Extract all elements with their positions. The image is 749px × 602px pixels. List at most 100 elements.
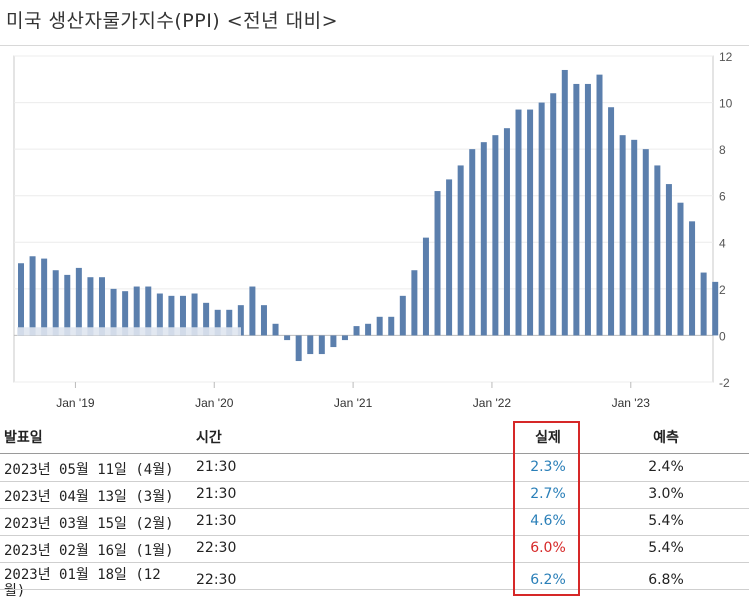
actual-value: 6.0% — [530, 540, 566, 556]
actual-column-highlight — [513, 421, 580, 596]
row-divider — [0, 589, 749, 590]
bar[interactable] — [550, 93, 557, 336]
release-time: 22:30 — [196, 540, 237, 556]
bar[interactable] — [249, 286, 256, 336]
bar[interactable] — [434, 191, 441, 336]
bar[interactable] — [677, 202, 684, 336]
bar[interactable] — [260, 305, 267, 336]
release-date-continued: 월) — [4, 583, 26, 599]
release-time: 21:30 — [196, 513, 237, 529]
bar[interactable] — [41, 258, 48, 336]
bar[interactable] — [341, 335, 348, 341]
bar[interactable] — [272, 323, 279, 336]
actual-value: 2.7% — [530, 486, 566, 502]
bar[interactable] — [457, 165, 464, 336]
bar[interactable] — [98, 277, 105, 336]
bar[interactable] — [596, 74, 603, 336]
release-time: 22:30 — [196, 572, 237, 588]
bar[interactable] — [712, 281, 719, 336]
bar[interactable] — [110, 288, 117, 336]
bar[interactable] — [515, 109, 522, 336]
x-tick-label: Jan '21 — [334, 396, 373, 410]
bar[interactable] — [608, 107, 615, 336]
release-time: 21:30 — [196, 486, 237, 502]
actual-value: 4.6% — [530, 513, 566, 529]
row-divider — [0, 508, 749, 509]
actual-value: 2.3% — [530, 459, 566, 475]
bar[interactable] — [527, 109, 534, 336]
bar[interactable] — [388, 316, 395, 336]
y-tick-label: 6 — [719, 190, 726, 204]
y-tick-label: 2 — [719, 283, 726, 297]
bar[interactable] — [654, 165, 661, 336]
bar[interactable] — [584, 83, 591, 336]
forecast-value: 3.0% — [648, 486, 684, 502]
y-tick-label: -2 — [719, 376, 730, 390]
header-time: 시간 — [196, 430, 222, 446]
bar[interactable] — [446, 179, 453, 336]
bar[interactable] — [619, 135, 626, 336]
title-divider — [0, 45, 749, 46]
bar[interactable] — [631, 139, 638, 336]
bar[interactable] — [122, 291, 129, 336]
forecast-value: 5.4% — [648, 513, 684, 529]
bar[interactable] — [307, 335, 314, 355]
bar[interactable] — [538, 102, 545, 336]
y-tick-label: 8 — [719, 143, 726, 157]
bar[interactable] — [480, 142, 487, 336]
bar[interactable] — [689, 221, 696, 336]
bar[interactable] — [365, 323, 372, 336]
bar[interactable] — [203, 302, 210, 336]
bar[interactable] — [469, 149, 476, 336]
header-forecast: 예측 — [653, 430, 679, 446]
row-divider — [0, 562, 749, 563]
bar[interactable] — [156, 293, 163, 336]
bar[interactable] — [87, 277, 94, 336]
release-date: 2023년 03월 15일 (2월) — [4, 516, 174, 532]
bar[interactable] — [503, 128, 510, 336]
bar[interactable] — [700, 272, 707, 336]
bar[interactable] — [492, 135, 499, 336]
zero-band — [17, 327, 241, 336]
actual-value: 6.2% — [530, 572, 566, 588]
x-tick-label: Jan '20 — [195, 396, 234, 410]
header-divider — [0, 453, 749, 454]
bar[interactable] — [422, 237, 429, 336]
x-tick-label: Jan '19 — [56, 396, 95, 410]
header-release-date: 발표일 — [4, 430, 43, 446]
bar[interactable] — [237, 305, 244, 336]
bar[interactable] — [191, 293, 198, 336]
bar[interactable] — [52, 270, 59, 336]
bar[interactable] — [284, 335, 291, 341]
bar[interactable] — [214, 309, 221, 336]
bar[interactable] — [295, 335, 302, 362]
bar[interactable] — [665, 184, 672, 336]
y-tick-label: 0 — [719, 329, 726, 343]
bar[interactable] — [18, 263, 24, 336]
bar[interactable] — [179, 295, 186, 336]
bar[interactable] — [561, 69, 568, 336]
y-tick-label: 4 — [719, 236, 726, 250]
bar[interactable] — [573, 83, 580, 336]
bar[interactable] — [226, 309, 233, 336]
row-divider — [0, 535, 749, 536]
bar[interactable] — [642, 149, 649, 336]
bar[interactable] — [399, 295, 406, 336]
bar[interactable] — [168, 295, 175, 336]
bar[interactable] — [411, 270, 418, 336]
header-actual: 실제 — [535, 430, 561, 446]
bar[interactable] — [353, 326, 360, 336]
bar[interactable] — [75, 267, 82, 336]
bar[interactable] — [64, 274, 71, 336]
bar[interactable] — [133, 286, 140, 336]
release-date: 2023년 04월 13일 (3월) — [4, 489, 174, 505]
bar[interactable] — [376, 316, 383, 336]
y-tick-label: 12 — [719, 50, 733, 64]
bar[interactable] — [29, 256, 36, 336]
bar[interactable] — [330, 335, 337, 348]
forecast-value: 5.4% — [648, 540, 684, 556]
bar[interactable] — [318, 335, 325, 355]
bar[interactable] — [145, 286, 152, 336]
release-date: 2023년 05월 11일 (4월) — [4, 462, 174, 478]
release-time: 21:30 — [196, 459, 237, 475]
